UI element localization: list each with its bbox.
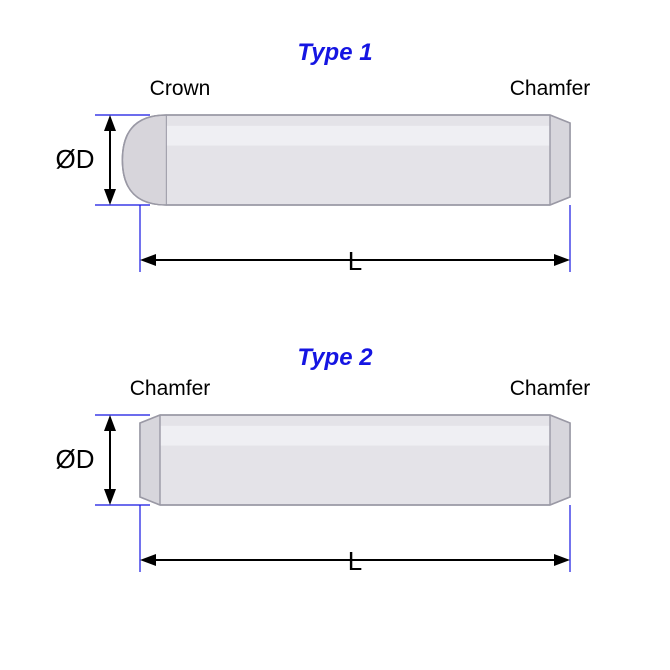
type2-diameter-arrow-down [104, 460, 116, 505]
type1-diameter-arrow-up [104, 115, 116, 160]
type1-length-arrow-right [355, 254, 570, 266]
type1-length-label: L [348, 246, 362, 276]
type2-length-arrow-right [355, 554, 570, 566]
type1-title: Type 1 [297, 39, 372, 66]
pin-type1 [122, 115, 570, 205]
type1-crown-label: Crown [150, 77, 211, 100]
type2-length-arrow-left [140, 554, 355, 566]
type1-length-arrow-left [140, 254, 355, 266]
type1-chamfer-label: Chamfer [510, 77, 591, 100]
type2-diameter-arrow-up [104, 415, 116, 460]
type1-diameter-arrow-down [104, 160, 116, 205]
type2-chamfer-right-label: Chamfer [510, 377, 591, 400]
pin-type2 [140, 415, 570, 505]
type2-diameter-label: ØD [56, 444, 95, 474]
type2-title: Type 2 [297, 344, 373, 371]
type2-length-label: L [348, 546, 362, 576]
type1-diameter-label: ØD [56, 144, 95, 174]
type2-chamfer-left-label: Chamfer [130, 377, 211, 400]
